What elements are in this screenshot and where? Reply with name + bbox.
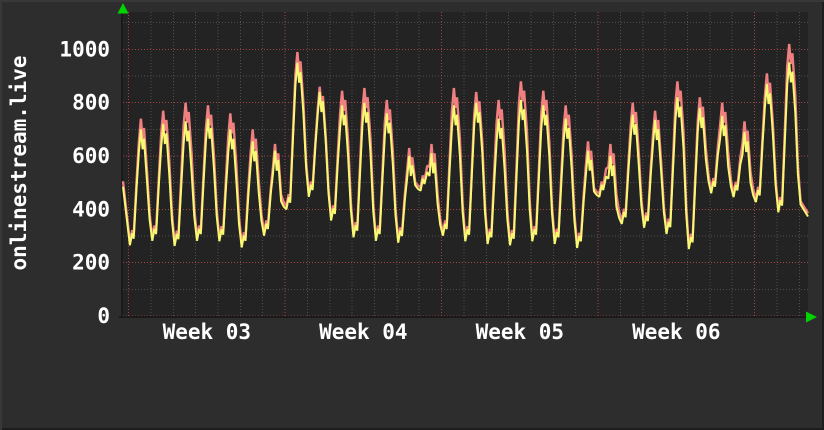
x-tick-label: Week 05 <box>476 320 565 344</box>
x-tick-label: Week 06 <box>632 320 721 344</box>
y-axis-line <box>121 12 123 318</box>
series-line-atlag <box>122 62 809 250</box>
vertical-axis-title: onlinestream.live <box>7 55 31 271</box>
x-tick-label: Week 03 <box>163 320 252 344</box>
y-axis-arrow-icon <box>117 3 129 14</box>
x-axis-arrow-icon <box>806 311 817 323</box>
x-axis-line <box>119 316 810 318</box>
y-tick-label: 1000 <box>59 37 110 61</box>
y-tick-label: 600 <box>72 144 110 168</box>
y-tick-label: 200 <box>72 251 110 275</box>
x-tick-label: Week 04 <box>319 320 408 344</box>
y-tick-label: 800 <box>72 91 110 115</box>
legend: legtöbb átlag most: 373 átlag: 526 max: … <box>0 356 824 430</box>
y-tick-label: 400 <box>72 197 110 221</box>
y-tick-label: 0 <box>97 304 110 328</box>
